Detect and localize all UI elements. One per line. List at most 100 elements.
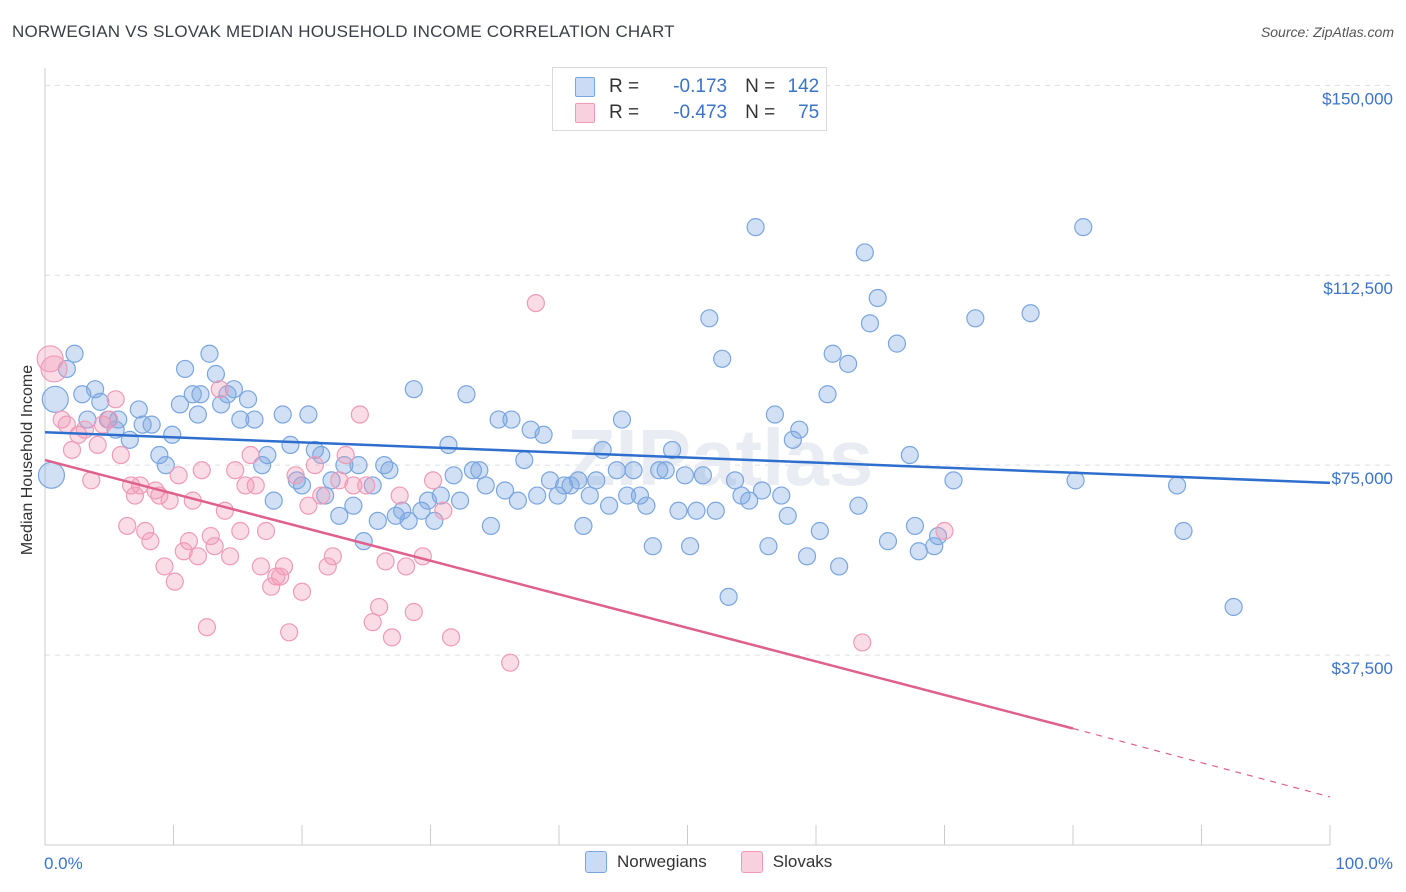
norwegian-point: [425, 511, 444, 530]
norwegian-point: [700, 309, 719, 328]
norwegian-point: [925, 537, 944, 556]
y-tick-label: $112,500: [1323, 279, 1393, 298]
norwegian-point: [818, 385, 837, 404]
slovak-point: [434, 501, 453, 520]
slovak-point: [111, 445, 130, 465]
norwegian-point: [778, 506, 797, 525]
slovak-point: [106, 390, 125, 409]
norwegian-point: [200, 344, 219, 363]
norwegian-point: [540, 471, 560, 490]
norwegian-point: [502, 410, 521, 429]
norwegian-point: [238, 390, 258, 409]
slovak-point: [262, 577, 281, 596]
y-tick-label: $150,000: [1322, 89, 1393, 108]
norwegian-point: [555, 476, 574, 495]
norwegian-point: [612, 410, 632, 429]
slovak-point: [226, 461, 245, 480]
slovak-point: [141, 532, 160, 551]
norwegian-point: [273, 405, 292, 424]
legend-n-value: 142: [787, 76, 820, 97]
norwegian-point: [91, 392, 110, 411]
legend-swatch-norwegians: [585, 851, 607, 873]
norwegian-point: [725, 471, 745, 490]
norwegian-point: [944, 471, 963, 490]
norwegian-point: [618, 486, 637, 505]
norwegian-point: [1174, 521, 1193, 541]
norwegian-point: [380, 461, 399, 480]
norwegian-point: [129, 400, 148, 419]
norwegian-point: [860, 314, 880, 333]
slovak-point: [136, 521, 155, 541]
norwegian-point: [183, 385, 202, 404]
slovak-point: [404, 602, 423, 622]
slovak-point: [357, 476, 376, 495]
x-tick-label-left: 0.0%: [44, 854, 83, 873]
norwegian-point: [245, 410, 264, 429]
legend-n-label: N =: [745, 76, 776, 97]
slovak-point: [350, 405, 369, 424]
norwegian-point: [548, 486, 567, 505]
norwegian-point: [363, 476, 382, 495]
slovak-point: [370, 597, 389, 617]
slovak-point: [274, 557, 294, 576]
norwegian-point: [1066, 471, 1085, 490]
norwegian-point: [574, 516, 593, 536]
norwegian-point: [759, 537, 778, 556]
norwegian-point: [772, 486, 791, 505]
slovak-point: [52, 410, 71, 429]
norwegian-point: [580, 486, 599, 505]
norwegian-point: [191, 385, 210, 404]
slovak-point: [382, 628, 402, 647]
norwegian-point: [439, 435, 458, 455]
norwegian-point: [231, 410, 250, 429]
norwegian-point: [481, 516, 500, 536]
norwegian-point: [368, 511, 387, 530]
slovak-point: [246, 476, 265, 495]
x-tick-label-right: 100.0%: [1335, 854, 1393, 873]
slovak-point: [323, 547, 342, 566]
stats-legend: R = -0.173 N = 142 R = -0.473 N = 75: [552, 67, 827, 131]
norwegian-point: [675, 466, 695, 485]
slovak-point: [241, 445, 260, 465]
norwegian-point: [569, 471, 588, 490]
norwegian-point: [909, 542, 928, 561]
norwegian-point: [463, 461, 483, 480]
norwegian-point: [224, 380, 243, 399]
norwegian-point: [206, 364, 226, 384]
slovak-point: [271, 567, 290, 586]
y-tick-label: $37,500: [1332, 659, 1393, 678]
norwegian-point: [211, 395, 231, 414]
slovak-point: [201, 526, 220, 546]
norwegian-point: [393, 501, 412, 520]
slovak-point: [299, 496, 318, 515]
norwegian-point: [905, 516, 925, 536]
norwegian-point: [65, 344, 84, 363]
legend-r-value: -0.173: [673, 76, 728, 97]
norwegian-point: [1167, 476, 1187, 495]
slovak-point: [118, 516, 137, 536]
slovak-point: [231, 521, 250, 541]
norwegian-point: [900, 445, 919, 465]
slovak-point: [197, 618, 217, 637]
norwegian-point: [752, 481, 772, 500]
norwegian-point: [1074, 218, 1093, 237]
slovak-point: [100, 410, 119, 429]
slovak-point: [280, 623, 299, 642]
norwegian-point: [680, 537, 700, 556]
norwegian-point: [508, 491, 527, 510]
slovak-point: [40, 355, 68, 383]
norwegian-point: [706, 501, 725, 520]
norwegian-point: [1224, 597, 1243, 617]
norwegian-point: [624, 461, 643, 480]
slovak-point: [318, 557, 337, 576]
legend-row-slovaks: R = -0.473 N = 75: [575, 101, 819, 125]
slovak-point: [312, 486, 331, 505]
slovak-point: [286, 466, 305, 485]
slovak-point: [179, 532, 199, 551]
norwegian-point: [528, 486, 547, 505]
y-tick-labels: $37,500 $75,000 $112,500 $150,000: [1322, 89, 1393, 678]
norwegian-point: [316, 486, 335, 505]
slovak-point: [174, 542, 193, 561]
slovak-point: [396, 557, 416, 576]
